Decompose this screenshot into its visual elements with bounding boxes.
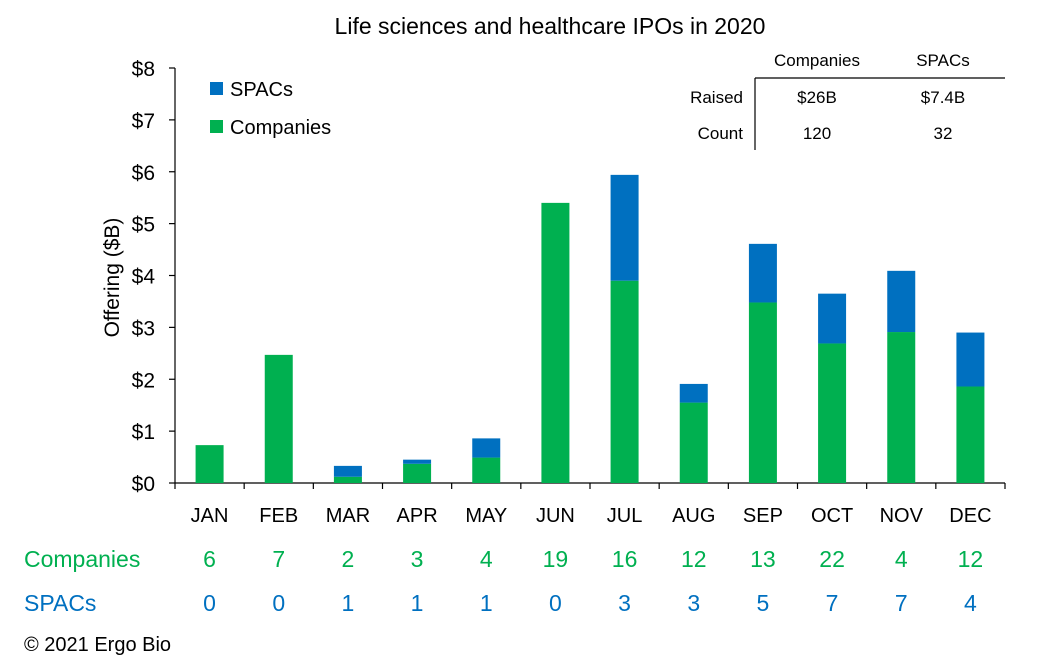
x-tick-label-nov: NOV xyxy=(880,505,924,527)
bar-companies-aug xyxy=(679,402,708,483)
companies-count-value: 7 xyxy=(272,546,286,572)
y-tick-label: $1 xyxy=(132,421,155,444)
legend-label-companies: Companies xyxy=(230,117,331,139)
bar-spacs-oct xyxy=(818,293,847,344)
x-tick-label-jan: JAN xyxy=(191,505,229,527)
y-axis-label: Offering ($B) xyxy=(101,218,124,338)
x-tick-label-feb: FEB xyxy=(259,505,298,527)
companies-count-label: Companies xyxy=(24,546,141,572)
companies-count-value: 12 xyxy=(957,546,984,572)
companies-count-value: 22 xyxy=(819,546,845,572)
y-tick-label: $5 xyxy=(132,214,155,237)
x-tick-label-sep: SEP xyxy=(743,505,783,527)
x-tick-label-may: MAY xyxy=(465,505,507,527)
spacs-count-value: 0 xyxy=(549,590,562,616)
bar-companies-apr xyxy=(403,463,432,483)
chart-title: Life sciences and healthcare IPOs in 202… xyxy=(335,13,766,39)
spacs-count-label: SPACs xyxy=(24,590,97,616)
companies-count-value: 4 xyxy=(894,546,908,572)
y-tick-label: $4 xyxy=(132,266,156,289)
companies-count-value: 6 xyxy=(203,546,216,572)
y-tick-label: $0 xyxy=(132,473,155,496)
summary-cell: $26B xyxy=(797,88,837,107)
y-tick-label: $2 xyxy=(132,369,155,392)
summary-cell: $7.4B xyxy=(921,88,965,107)
spacs-count-value: 3 xyxy=(687,590,701,616)
bar-companies-mar xyxy=(333,476,362,483)
summary-cell: 32 xyxy=(934,124,953,143)
bar-spacs-dec xyxy=(956,332,985,387)
x-tick-label-jul: JUL xyxy=(607,505,643,527)
companies-count-value: 4 xyxy=(479,546,493,572)
companies-count-value: 12 xyxy=(680,546,707,572)
bar-spacs-jul xyxy=(610,174,639,281)
x-tick-label-aug: AUG xyxy=(672,505,715,527)
spacs-count-value: 1 xyxy=(410,590,424,616)
chart: Life sciences and healthcare IPOs in 202… xyxy=(101,13,1006,527)
legend-swatch-companies xyxy=(210,120,223,133)
summary-row-label-raised: Raised xyxy=(690,88,743,107)
y-tick-label: $7 xyxy=(132,110,155,133)
spacs-count-value: 7 xyxy=(894,590,908,616)
x-tick-label-oct: OCT xyxy=(811,505,853,527)
spacs-count-value: 1 xyxy=(479,590,493,616)
x-tick-label-dec: DEC xyxy=(949,505,991,527)
bar-spacs-apr xyxy=(403,459,432,464)
bar-spacs-aug xyxy=(679,383,708,403)
copyright-footer: © 2021 Ergo Bio xyxy=(24,634,172,656)
spacs-count-value: 3 xyxy=(618,590,631,616)
y-tick-label: $8 xyxy=(132,58,155,81)
bar-companies-jul xyxy=(610,280,639,483)
bar-companies-oct xyxy=(818,343,847,483)
bar-companies-nov xyxy=(887,332,916,483)
companies-count-value: 3 xyxy=(410,546,424,572)
legend-label-spacs: SPACs xyxy=(230,79,293,101)
bar-spacs-mar xyxy=(333,465,362,477)
companies-count-value: 19 xyxy=(542,546,569,572)
spacs-count-value: 0 xyxy=(272,590,286,616)
bar-spacs-sep xyxy=(748,243,777,303)
companies-count-value: 2 xyxy=(341,546,355,572)
companies-count-value: 16 xyxy=(611,546,638,572)
bar-companies-dec xyxy=(956,386,985,483)
bar-companies-may xyxy=(472,457,501,483)
summary-row-label-count: Count xyxy=(698,124,744,143)
x-tick-label-jun: JUN xyxy=(536,505,575,527)
bar-companies-jan xyxy=(195,445,224,483)
companies-count-value: 13 xyxy=(750,546,776,572)
spacs-count-value: 0 xyxy=(203,590,216,616)
summary-col-header-companies: Companies xyxy=(774,51,860,70)
bar-spacs-may xyxy=(472,438,501,458)
summary-col-header-spacs: SPACs xyxy=(916,51,970,70)
y-tick-label: $6 xyxy=(132,162,155,185)
x-tick-label-apr: APR xyxy=(397,505,438,527)
bar-companies-jun xyxy=(541,202,570,483)
spacs-count-value: 1 xyxy=(341,590,355,616)
x-tick-label-mar: MAR xyxy=(326,505,370,527)
bar-spacs-nov xyxy=(887,270,916,333)
spacs-count-value: 5 xyxy=(756,590,770,616)
legend-swatch-spacs xyxy=(210,82,223,95)
spacs-count-value: 4 xyxy=(964,590,977,616)
bar-companies-feb xyxy=(264,354,293,483)
summary-cell: 120 xyxy=(803,124,831,143)
y-tick-label: $3 xyxy=(132,317,155,340)
bar-companies-sep xyxy=(748,302,777,483)
spacs-count-value: 7 xyxy=(825,590,839,616)
